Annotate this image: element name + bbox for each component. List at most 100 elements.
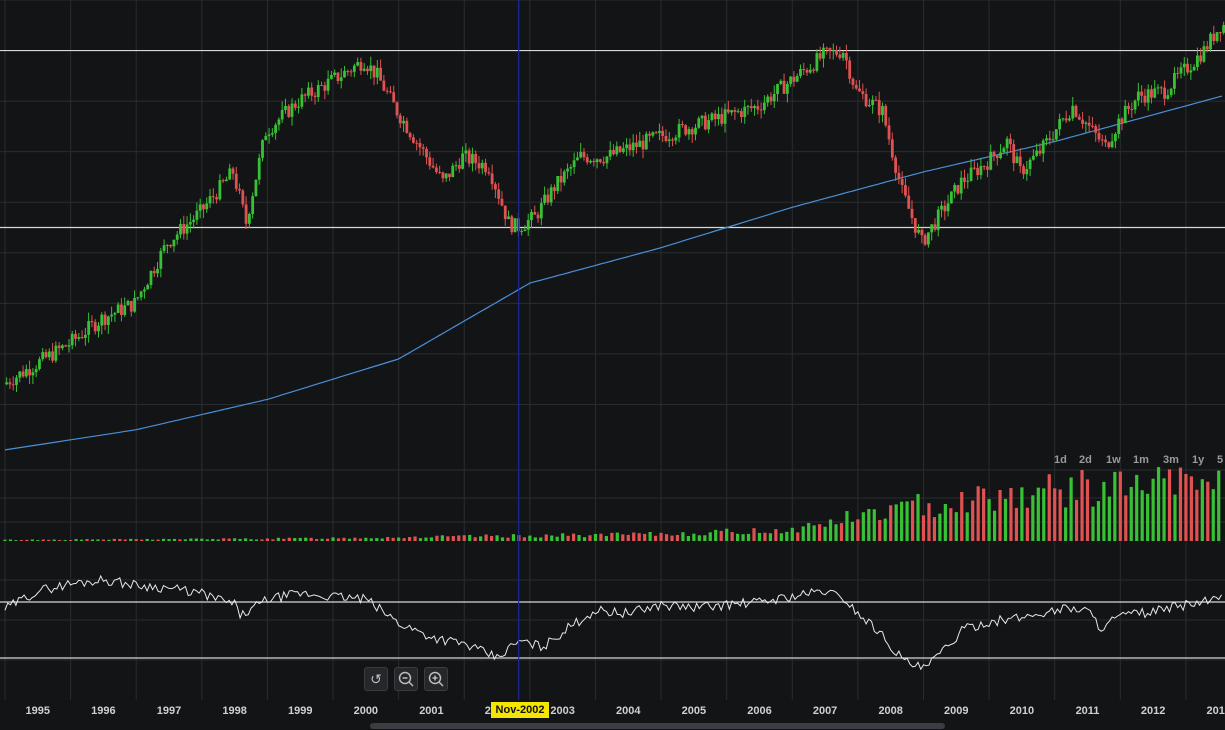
reset-icon: ↺ [370,671,382,687]
reset-zoom-button[interactable]: ↺ [364,667,388,691]
candlestick [867,98,871,108]
volume-bar [703,535,707,541]
candlestick [343,66,346,78]
candlestick [297,98,300,114]
candlestick [753,104,756,116]
range-button-5y[interactable]: 5 [1217,454,1224,466]
candlestick [290,98,294,126]
volume-bar [484,534,488,541]
volume-bar [391,537,395,541]
range-button-1w[interactable]: 1w [1106,454,1121,466]
candlestick [576,152,579,161]
candlestick [943,200,947,221]
candlestick [520,228,524,236]
candlestick [822,43,825,68]
candlestick [434,163,438,174]
volume-bar [413,536,417,541]
volume-bar [298,537,302,541]
x-tick-label: 2012 [1141,705,1165,717]
candlestick [772,85,776,109]
candlestick [1091,116,1094,129]
volume-bar [872,509,876,541]
candlestick [211,188,215,204]
candlestick [303,93,307,103]
candlestick [946,194,950,217]
volume-bar [566,535,570,541]
volume-bar [1151,478,1155,541]
candlestick [884,103,888,128]
volume-bar [1009,487,1013,541]
candlestick [982,165,986,171]
candlestick [703,111,707,131]
range-button-3m[interactable]: 3m [1163,454,1179,466]
candlestick [54,341,58,363]
volume-bar [932,517,937,541]
volume-bar [178,539,182,541]
candlestick [97,322,100,338]
candlestick [605,155,609,169]
volume-bar [238,538,242,541]
candlestick [845,44,848,70]
volume-bar [457,535,461,541]
candlestick [264,132,268,141]
volume-bar [670,535,674,541]
volume-bar [227,538,231,541]
volume-bar [692,533,696,541]
candlestick [326,70,330,95]
volume-bar [140,539,144,541]
candlestick [644,131,648,150]
volume-bar [779,533,783,541]
candlestick [1222,21,1225,35]
candlestick [1022,163,1025,179]
candlestick [93,319,97,335]
range-button-1y[interactable]: 1y [1192,454,1205,466]
candlestick [841,51,845,61]
candlestick [1156,84,1160,95]
volume-bar [1167,469,1172,541]
candlestick [431,157,435,169]
candlestick [385,87,389,95]
candlestick [835,45,838,57]
candlestick [756,99,760,115]
candlestick [592,158,596,167]
candlestick [818,46,822,62]
candlestick [369,56,373,80]
candlestick [1038,143,1042,157]
candlestick [1205,40,1209,53]
zoom-in-button[interactable] [424,667,448,691]
candlestick [717,106,720,126]
candlestick [723,103,727,133]
volume-bar [1091,506,1095,541]
zoom-out-button[interactable] [394,667,418,691]
candlestick [828,47,832,60]
candlestick [608,141,612,161]
volume-bar [205,539,209,541]
range-button-1m[interactable]: 1m [1133,454,1149,466]
volume-bar [216,539,220,541]
volume-bar [790,527,794,541]
candlestick [179,219,182,239]
candlestick [257,153,261,185]
candlestick [1097,124,1101,143]
horizontal-scrollbar[interactable] [370,723,945,729]
candlestick [710,111,714,122]
candlestick [799,64,802,79]
candlestick [762,95,766,114]
candlestick [579,143,583,159]
candlestick [664,129,668,143]
volume-bar [500,537,505,541]
candlestick [405,117,409,134]
range-button-2d[interactable]: 2d [1079,454,1092,466]
candlestick [697,116,701,130]
candlestick [379,59,382,81]
candlestick [1192,64,1196,71]
range-button-1d[interactable]: 1d [1054,454,1067,466]
candlestick [897,165,901,185]
candlestick [1107,141,1111,149]
candlestick [743,99,747,124]
volume-bar [222,538,226,541]
volume-bar [1025,507,1029,541]
volume-bar [287,537,291,541]
